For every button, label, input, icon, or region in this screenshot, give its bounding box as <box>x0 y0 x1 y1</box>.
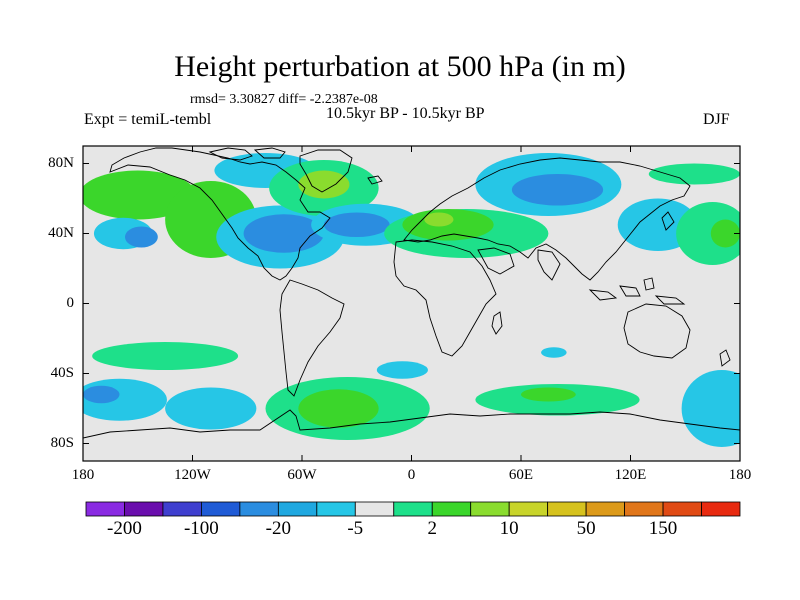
lon-label-5: 120E <box>614 467 647 483</box>
colorbar <box>85 501 741 517</box>
anomaly-region-6 <box>243 214 324 253</box>
lon-label-3: 0 <box>407 467 416 483</box>
season-label: DJF <box>703 111 730 128</box>
anomaly-region-20 <box>92 342 239 370</box>
lon-label-6: 180 <box>728 467 752 483</box>
colorbar-swatch-4 <box>239 501 279 517</box>
colorbar-swatch-11 <box>508 501 549 517</box>
colorbar-label-1: -100 <box>183 518 219 539</box>
colorbar-swatch-10 <box>470 501 510 517</box>
stats-text: rmsd= 3.30827 diff= -2.2387e-08 <box>190 92 378 107</box>
colorbar-label-0: -200 <box>107 518 142 539</box>
anomaly-region-8 <box>298 170 350 199</box>
axis-ticks <box>82 146 741 461</box>
coastlines <box>83 147 740 439</box>
colorbar-swatch-1 <box>124 501 164 517</box>
colorbar-label-6: 50 <box>576 518 596 539</box>
colorbar-swatch-9 <box>431 501 472 517</box>
anomaly-region-21 <box>83 378 167 421</box>
colorbar-swatch-8 <box>393 501 433 517</box>
anomaly-region-23 <box>165 387 257 430</box>
colorbar-swatch-5 <box>277 501 318 517</box>
lat-label-0: 80N <box>48 154 74 171</box>
anomaly-region-27 <box>521 387 576 402</box>
colorbar-swatch-13 <box>585 501 625 517</box>
colorbar-swatch-12 <box>547 501 587 517</box>
anomaly-region-19 <box>648 163 740 185</box>
lat-label-3: 40S <box>50 364 74 381</box>
lat-label-2: 0 <box>66 294 75 311</box>
colorbar-swatch-6 <box>316 501 356 517</box>
colorbar-swatch-0 <box>85 501 125 517</box>
colorbar-swatch-14 <box>624 501 664 517</box>
experiment-label: Expt = temiL-tembl <box>84 111 212 128</box>
anomaly-region-28 <box>541 347 567 358</box>
lon-label-0: 180 <box>71 467 95 483</box>
colorbar-swatch-16 <box>701 501 741 517</box>
anomaly-region-18 <box>710 219 740 248</box>
colorbar-swatch-15 <box>662 501 702 517</box>
colorbar-label-7: 150 <box>648 518 678 539</box>
lon-label-2: 60W <box>287 467 317 483</box>
anomaly-region-29 <box>376 361 428 379</box>
colorbar-label-2: -20 <box>265 518 291 539</box>
anomaly-region-17 <box>676 202 740 265</box>
colorbar-swatch-2 <box>162 501 202 517</box>
anomaly-region-13 <box>424 212 454 227</box>
anomaly-region-25 <box>298 389 379 428</box>
period-label: 10.5kyr BP - 10.5kyr BP <box>326 105 485 122</box>
plot-title: Height perturbation at 500 hPa (in m) <box>174 50 626 83</box>
anomaly-region-22 <box>83 385 120 404</box>
lat-label-1: 40N <box>48 224 74 241</box>
colorbar-swatch-7 <box>354 501 395 517</box>
anomaly-region-30 <box>681 370 740 447</box>
lon-label-1: 120W <box>174 467 211 483</box>
lat-label-4: 80S <box>50 434 74 451</box>
anomaly-layer <box>83 153 740 447</box>
colorbar-label-4: 2 <box>427 518 437 539</box>
lon-label-4: 60E <box>508 467 534 483</box>
colorbar-swatch-3 <box>201 501 241 517</box>
anomaly-region-10 <box>323 212 390 237</box>
colorbar-label-5: 10 <box>499 518 519 539</box>
colorbar-label-3: -5 <box>347 518 364 539</box>
anomaly-region-15 <box>511 174 604 206</box>
anomaly-region-3 <box>124 226 158 248</box>
